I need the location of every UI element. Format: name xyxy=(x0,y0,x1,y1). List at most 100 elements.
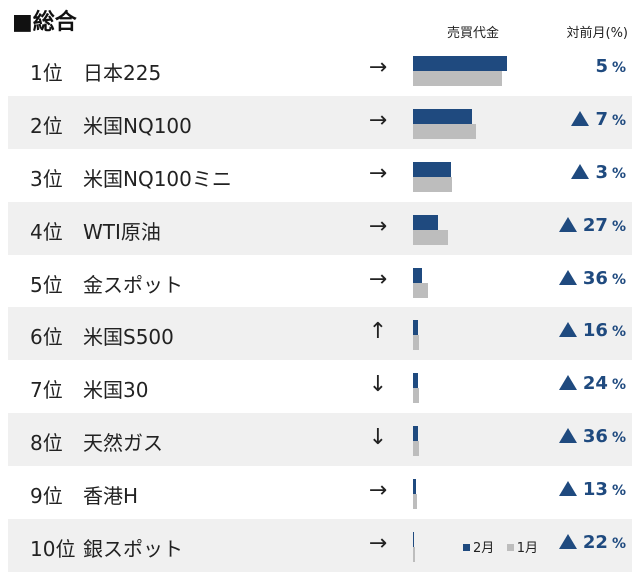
bar-jan xyxy=(413,335,420,351)
volume-bars xyxy=(413,267,513,298)
change-value: 5% xyxy=(595,56,626,77)
up-triangle-icon xyxy=(558,269,577,285)
change-value: 36% xyxy=(558,426,626,448)
bar-jan xyxy=(413,441,420,457)
volume-header: 売買代金 xyxy=(447,26,500,41)
volume-bars xyxy=(413,373,513,404)
ranking-row: 3位 米国NQ100ミニ → 3% xyxy=(8,149,632,202)
percent-sign: % xyxy=(611,430,626,447)
ranking-row: 2位 米国NQ100 → 7% xyxy=(8,95,632,149)
bar-jan xyxy=(413,229,448,245)
rank: 4位 xyxy=(30,219,63,244)
ranking-list: 1位 日本225 → 5% 2位 米国NQ100 → 7% 3位 米国NQ100… xyxy=(8,43,632,572)
bar-feb xyxy=(413,532,414,548)
change-number: 27 xyxy=(582,214,608,236)
change-number: 5 xyxy=(595,56,608,77)
bar-jan xyxy=(413,176,452,192)
up-triangle-icon xyxy=(558,375,577,391)
change-value: 36% xyxy=(558,267,626,289)
bar-jan xyxy=(413,494,418,510)
change-value: 16% xyxy=(558,320,626,341)
instrument-name: 日本225 xyxy=(83,61,162,85)
percent-sign: % xyxy=(611,377,626,394)
ranking-row: 7位 米国30 ↓ 24% xyxy=(8,360,632,413)
percent-sign: % xyxy=(611,271,626,288)
ranking-row: 5位 金スポット → 36% xyxy=(8,255,632,308)
instrument-name: 金スポット xyxy=(83,272,183,297)
bar-feb xyxy=(413,479,417,495)
up-triangle-icon xyxy=(571,110,590,126)
bar-jan xyxy=(413,71,503,86)
bar-feb xyxy=(413,56,507,71)
bar-feb xyxy=(413,373,419,389)
change-value: 22% xyxy=(558,532,626,554)
rank: 3位 xyxy=(30,166,63,191)
instrument-name: 銀スポット xyxy=(83,537,183,562)
trend-arrow-icon: ↓ xyxy=(368,372,388,398)
ranking-row: 1位 日本225 → 5% xyxy=(8,43,632,96)
percent-sign: % xyxy=(611,60,626,76)
up-triangle-icon xyxy=(558,216,577,232)
change-value: 7% xyxy=(571,109,626,130)
trend-arrow-icon: → xyxy=(368,478,388,504)
rank: 6位 xyxy=(30,325,63,350)
change-number: 24 xyxy=(582,373,608,395)
change-value: 24% xyxy=(558,373,626,395)
legend-feb-swatch xyxy=(463,544,470,552)
change-number: 36 xyxy=(582,267,608,289)
bar-jan xyxy=(413,123,476,139)
change-value: 3% xyxy=(571,162,626,183)
page-title: ■総合 xyxy=(12,10,77,35)
trend-arrow-icon: → xyxy=(368,531,388,557)
bar-jan xyxy=(413,388,420,404)
ranking-row: 8位 天然ガス ↓ 36% xyxy=(8,413,632,467)
change-number: 22 xyxy=(582,532,608,554)
bar-feb xyxy=(413,214,439,230)
instrument-name: WTI原油 xyxy=(83,219,161,244)
rank: 5位 xyxy=(30,272,63,297)
percent-sign: % xyxy=(611,218,626,235)
percent-sign: % xyxy=(611,483,626,500)
bar-feb xyxy=(413,108,473,124)
change-number: 13 xyxy=(582,479,608,501)
up-triangle-icon xyxy=(558,534,577,550)
instrument-name: 香港H xyxy=(83,484,139,509)
instrument-name: 米国S500 xyxy=(83,325,174,350)
volume-bars xyxy=(413,161,513,192)
trend-arrow-icon: ↑ xyxy=(368,319,388,345)
ranking-row: 10位 銀スポット → 2月 1月 22% xyxy=(8,519,632,572)
instrument-name: 米国30 xyxy=(83,378,149,403)
volume-bars xyxy=(413,479,513,510)
percent-sign: % xyxy=(611,165,626,182)
volume-bars xyxy=(413,532,513,563)
change-number: 36 xyxy=(582,426,608,448)
volume-bars xyxy=(413,56,513,86)
percent-sign: % xyxy=(611,112,626,129)
legend-jan-swatch xyxy=(506,544,514,552)
bar-feb xyxy=(413,426,419,442)
rank: 9位 xyxy=(30,484,63,509)
bar-feb xyxy=(413,161,451,177)
legend-feb: 2月 xyxy=(473,541,495,557)
bar-feb xyxy=(413,320,419,336)
trend-arrow-icon: ↓ xyxy=(368,425,388,451)
change-number: 7 xyxy=(595,108,608,130)
instrument-name: 天然ガス xyxy=(83,431,163,456)
trend-arrow-icon: → xyxy=(368,266,388,292)
bar-jan xyxy=(413,547,415,563)
change-value: 13% xyxy=(558,479,626,501)
volume-bars xyxy=(413,426,513,457)
trend-arrow-icon: → xyxy=(368,213,388,239)
trend-arrow-icon: → xyxy=(368,160,388,186)
percent-sign: % xyxy=(611,536,626,553)
volume-bars xyxy=(413,320,513,351)
ranking-row: 6位 米国S500 ↑ 16% xyxy=(8,307,632,361)
ranking-row: 4位 WTI原油 → 27% xyxy=(8,201,632,255)
rank: 8位 xyxy=(30,431,63,456)
volume-bars xyxy=(413,214,513,245)
up-triangle-icon xyxy=(558,428,577,444)
trend-arrow-icon: → xyxy=(368,55,388,80)
change-number: 3 xyxy=(595,161,608,183)
rank: 1位 xyxy=(30,61,63,85)
up-triangle-icon xyxy=(558,322,577,338)
